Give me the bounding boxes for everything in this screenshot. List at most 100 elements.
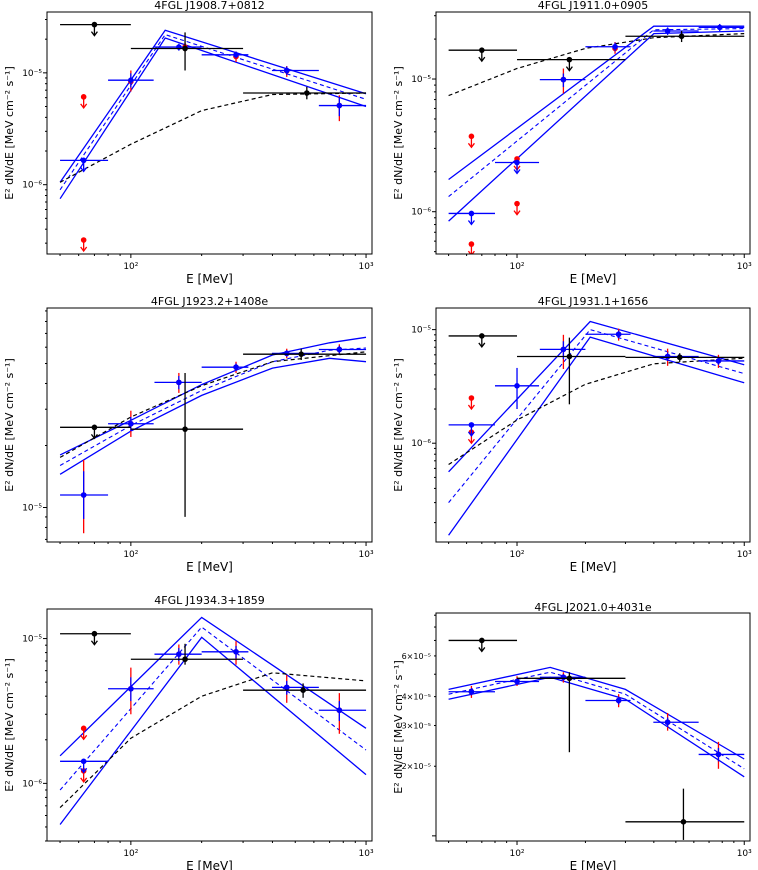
model-best-fit [448,671,745,770]
axes-frame [435,612,751,842]
stat-point [318,345,367,354]
flux-marker [468,241,475,247]
y-axis-label: E² dN/dE [MeV cm⁻² s⁻¹] [3,658,16,792]
catalog-point [130,372,244,517]
flux-marker [91,21,98,28]
y-axis-label: E² dN/dE [MeV cm⁻² s⁻¹] [392,66,405,200]
model-lower-bound [59,357,367,475]
upper-limit-arrow [90,31,98,37]
flux-marker [336,707,343,714]
stat-point [653,352,699,361]
x-axis-label: E [MeV] [570,272,617,286]
y-tick-label: 6×10⁻⁵ [402,652,431,661]
stat-point [271,66,319,75]
upper-limit-arrow [478,56,486,63]
x-axis-label: E [MeV] [570,560,617,574]
flux-marker [80,725,87,732]
catalog-point [243,348,367,361]
flux-marker [615,697,622,704]
sys-point [467,241,475,254]
sys-point [80,94,88,109]
stat-point [60,758,109,774]
catalog-point [625,788,745,840]
upper-limit-arrow [565,66,573,72]
catalog-point [625,353,745,362]
flux-marker [468,422,475,428]
plot-area [59,336,367,534]
panel-title: 4FGL J1934.3+1859 [154,594,264,607]
catalog-point [130,32,244,71]
model-best-fit [448,28,745,198]
sys-point [80,725,88,741]
x-tick-label: 10² [123,550,138,560]
plot-area [448,637,745,840]
catalog-point [243,683,367,698]
flux-marker [128,77,134,83]
x-tick-label: 10³ [359,262,374,272]
stat-point [698,747,745,762]
flux-marker [300,687,306,693]
y-tick-label: 10⁻⁵ [411,75,431,85]
flux-marker [664,28,671,34]
upper-limit-arrow [467,142,475,149]
catalog-point [60,630,131,646]
stat-point [539,73,586,88]
x-tick-label: 10³ [359,849,374,859]
sys-point [467,133,475,149]
stat-point [154,375,202,390]
flux-marker [566,675,573,682]
x-tick-label: 10² [509,849,524,859]
flux-marker [479,333,485,339]
catalog-model-curve [59,672,367,809]
plot-area [59,616,367,825]
catalog-point [625,31,745,43]
flux-marker [514,200,520,207]
sed-panel-4: 10² 10³ 10⁻⁶ 10⁻⁵ 4FGL J1931.1+1656 E [MeV] E²… [392,295,752,574]
upper-limit-arrow [478,342,486,349]
model-upper-bound [59,336,367,456]
flux-marker [182,426,188,432]
upper-limit-arrow [478,647,486,653]
flux-marker [514,159,520,166]
model-upper-bound [448,320,745,473]
flux-marker [560,76,567,83]
upper-limit-arrow [90,433,98,440]
catalog-model-curve [448,33,745,97]
flux-marker [283,350,290,357]
axes-frame [435,11,751,255]
stat-point [653,27,699,35]
flux-marker [283,684,290,691]
stat-point [653,717,699,728]
y-tick-label: 10⁻⁶ [22,779,42,789]
flux-marker [716,24,723,31]
upper-limit-arrow [80,166,88,173]
upper-limit-arrow [467,431,475,437]
model-lower-bound [448,336,745,536]
stat-point [448,688,495,696]
sed-panel-1: 10² 10³ 10⁻⁶ 10⁻⁵ 4FGL J1908.7+0812 E [MeV] E²… [3,0,374,286]
flux-marker [560,346,567,353]
upper-limit-arrow [467,438,475,445]
plot-area [448,320,745,536]
model-lower-bound [448,676,745,778]
x-axis-label: E [MeV] [570,859,617,870]
model-upper-bound [448,666,745,760]
catalog-point [517,672,626,753]
upper-limit-arrow [80,246,88,253]
catalog-model-curve [59,92,367,183]
model-best-fit [59,347,367,466]
plot-area [448,23,745,254]
y-tick-label: 2×10⁻⁵ [402,762,431,771]
axes-frame [46,307,373,543]
x-axis-label: E [MeV] [186,859,233,870]
x-tick-label: 10² [509,262,524,272]
model-upper-bound [59,29,367,183]
upper-limit-arrow [513,169,521,175]
stat-point [318,96,367,117]
flux-marker [91,424,98,431]
stat-point [154,43,202,51]
model-lower-bound [59,636,367,825]
y-tick-label: 10⁻⁵ [22,503,42,513]
catalog-point [60,21,131,37]
